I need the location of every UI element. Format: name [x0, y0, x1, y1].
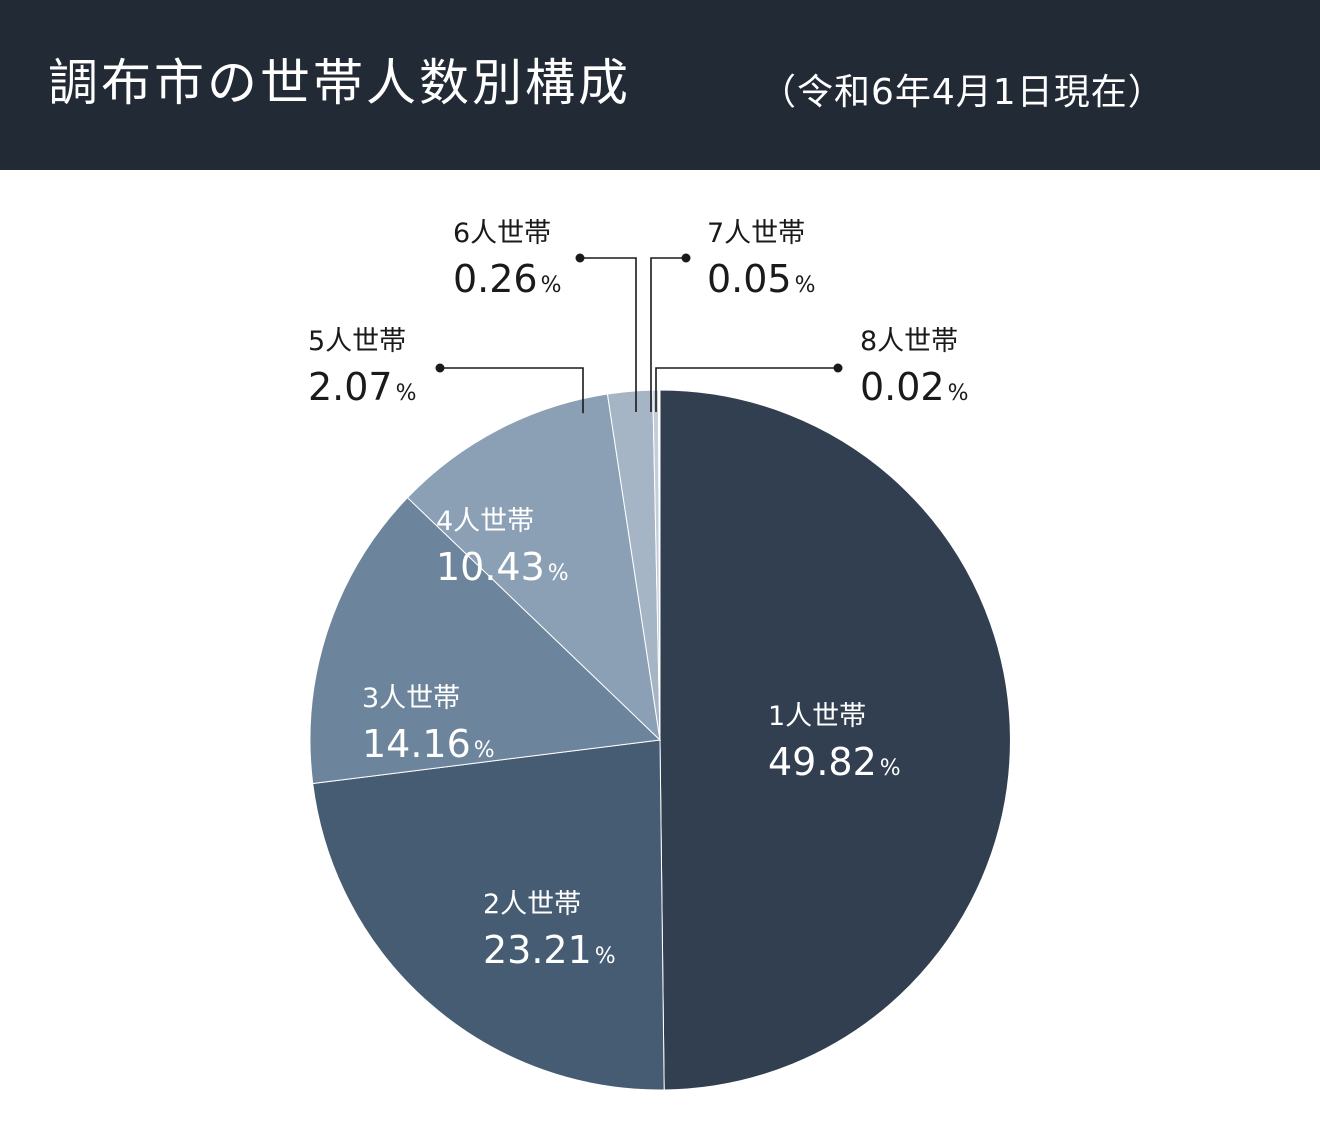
- leader-dot-8: [833, 363, 843, 373]
- slice-value-7: 0.05%: [707, 257, 816, 301]
- slice-value-6: 0.26%: [453, 257, 562, 301]
- slice-label-2: 2人世帯: [483, 889, 581, 920]
- pie-slice-1: [659, 389, 1011, 1091]
- slice-value-5: 2.07%: [308, 365, 417, 409]
- slice-label-1: 1人世帯: [768, 701, 866, 732]
- chart-header: 調布市の世帯人数別構成 （令和6年4月1日現在）: [0, 0, 1320, 170]
- slice-label-7: 7人世帯: [707, 218, 805, 249]
- slice-label-4: 4人世帯: [436, 506, 534, 537]
- leader-line-6: [580, 257, 637, 412]
- pie-slice-3: [309, 496, 662, 785]
- leader-dot-5: [435, 363, 445, 373]
- slice-label-5: 5人世帯: [308, 326, 406, 357]
- slice-value-8: 0.02%: [860, 365, 969, 409]
- leader-line-5: [440, 367, 584, 414]
- slice-label-8: 8人世帯: [860, 326, 958, 357]
- chart-title: 調布市の世帯人数別構成: [48, 54, 631, 112]
- leader-line-8: [655, 367, 838, 412]
- pie-slice-2: [312, 739, 665, 1091]
- leader-dot-7: [681, 253, 691, 263]
- chart-subtitle: （令和6年4月1日現在）: [760, 72, 1165, 113]
- leader-line-7: [650, 257, 686, 412]
- slice-label-3: 3人世帯: [362, 683, 460, 714]
- leader-dot-6: [575, 253, 585, 263]
- slice-label-6: 6人世帯: [453, 218, 551, 249]
- pie-slice-4: [406, 393, 661, 742]
